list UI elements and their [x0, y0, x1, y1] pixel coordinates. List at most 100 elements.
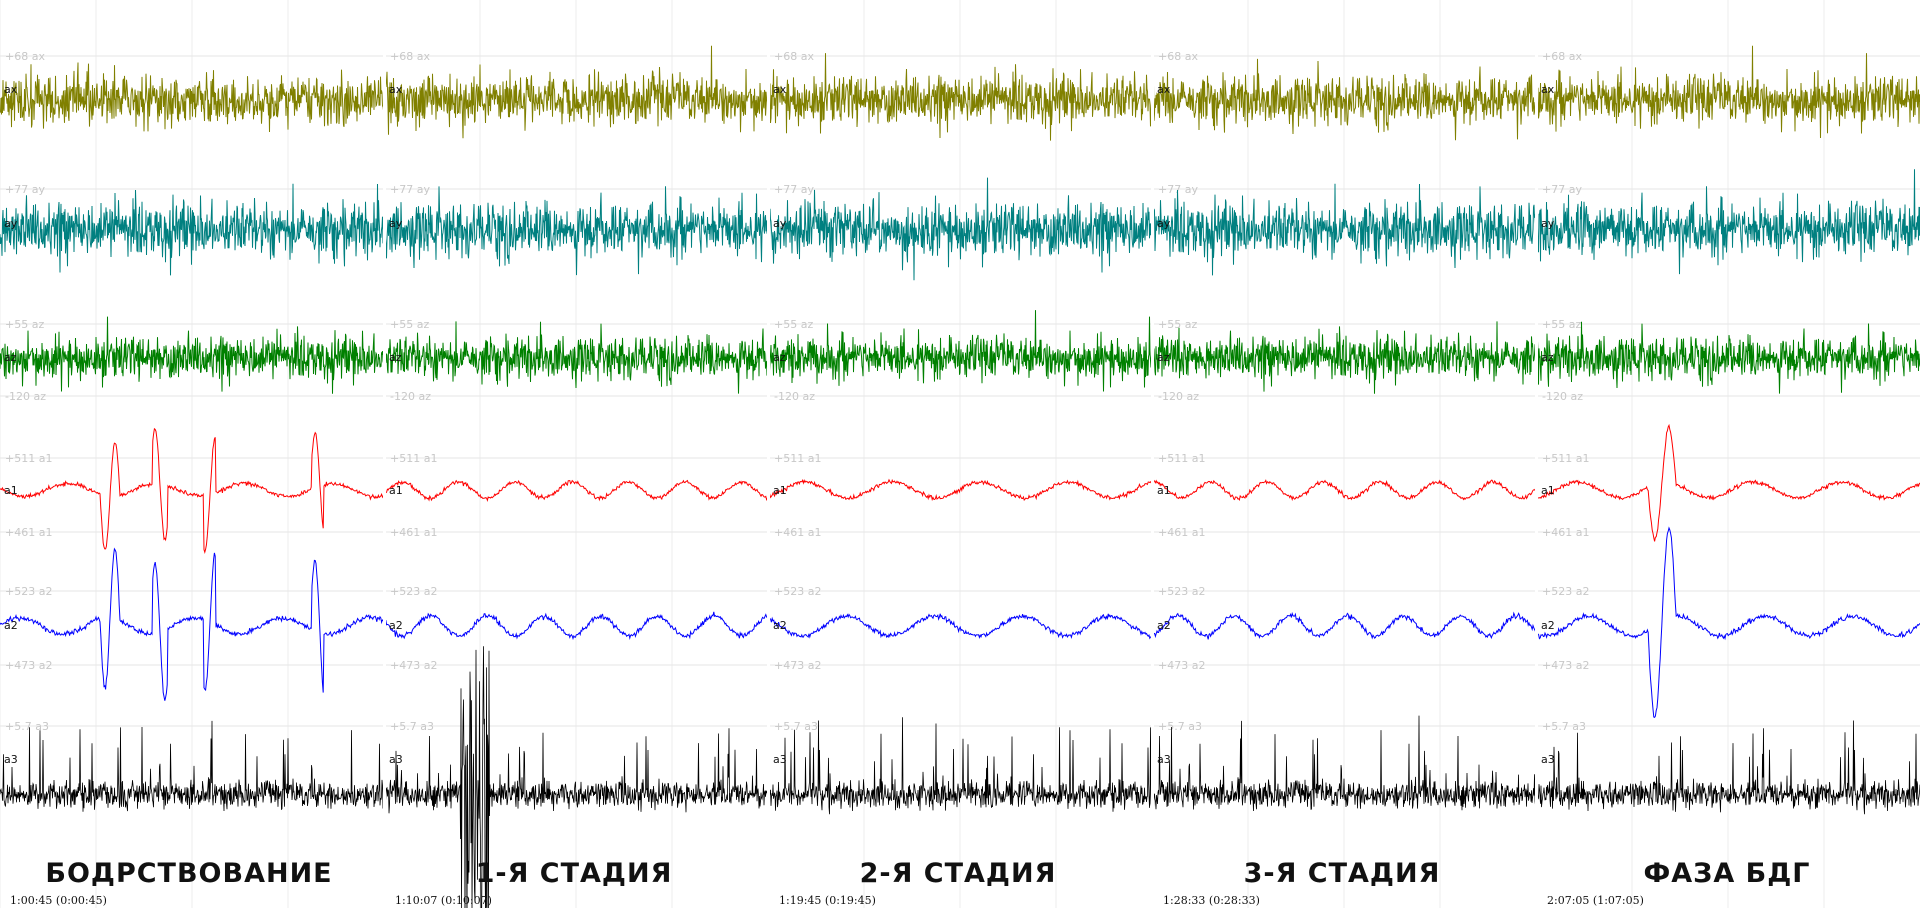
- channel-label: az: [389, 351, 402, 364]
- channel-scale-top-label: +68 ax: [1158, 50, 1198, 63]
- channel-scale-top-label: +68 ax: [1542, 50, 1582, 63]
- channel-label: a3: [4, 753, 18, 766]
- channel-scale-bottom-label: -120 az: [390, 390, 431, 403]
- channel-label: ay: [1157, 217, 1171, 230]
- channel-scale-bottom-label: -120 az: [774, 390, 815, 403]
- channel-label: ay: [4, 217, 18, 230]
- timestamp-label: 1:00:45 (0:00:45): [10, 894, 107, 907]
- stage-label: 2-Я СТАДИЯ: [860, 858, 1057, 889]
- trace-ay-panel-3: [768, 177, 1153, 281]
- channel-scale-top-label: +523 a2: [390, 585, 437, 598]
- trace-a1-panel-1: [0, 427, 384, 554]
- panel-separator: [1151, 0, 1154, 908]
- trace-ax-panel-2: [384, 45, 769, 139]
- channel-scale-top-label: +55 az: [5, 318, 44, 331]
- panel-separator: [767, 0, 770, 908]
- trace-ay-panel-5: [1536, 169, 1920, 275]
- stage-label: БОДРСТВОВАНИЕ: [45, 858, 332, 889]
- channel-scale-top-label: +55 az: [774, 318, 813, 331]
- stage-label: 1-Я СТАДИЯ: [476, 858, 673, 889]
- channel-scale-top-label: +55 az: [1158, 318, 1197, 331]
- trace-a3-panel-2: [384, 646, 769, 908]
- channel-scale-top-label: +511 a1: [774, 452, 821, 465]
- channel-scale-top-label: +5.7 a3: [774, 720, 818, 733]
- channel-label: a1: [1157, 484, 1171, 497]
- channel-label: ax: [773, 83, 787, 96]
- trace-az-panel-3: [768, 310, 1153, 392]
- channel-scale-top-label: +77 ay: [774, 183, 814, 196]
- stage-label: 3-Я СТАДИЯ: [1244, 858, 1441, 889]
- trace-ax-panel-3: [768, 53, 1153, 141]
- channel-scale-bottom-label: -120 az: [1158, 390, 1199, 403]
- channel-scale-top-label: +77 ay: [390, 183, 430, 196]
- channel-label: a2: [4, 619, 18, 632]
- trace-az-panel-4: [1152, 321, 1537, 394]
- channel-label: az: [1157, 351, 1170, 364]
- channel-scale-bottom-label: +473 a2: [390, 659, 437, 672]
- channel-label: a3: [1541, 753, 1555, 766]
- channel-scale-bottom-label: +461 a1: [1158, 526, 1205, 539]
- trace-a2-panel-3: [768, 613, 1153, 640]
- channel-scale-top-label: +523 a2: [1158, 585, 1205, 598]
- trace-a1-panel-2: [384, 479, 769, 502]
- channel-label: a2: [1157, 619, 1171, 632]
- trace-az-panel-1: [0, 316, 384, 394]
- channel-scale-top-label: +5.7 a3: [1158, 720, 1202, 733]
- channel-label: a2: [389, 619, 403, 632]
- timestamp-label: 1:28:33 (0:28:33): [1163, 894, 1260, 907]
- channel-scale-top-label: +511 a1: [1158, 452, 1205, 465]
- channel-scale-bottom-label: +473 a2: [5, 659, 52, 672]
- channel-scale-top-label: +511 a1: [5, 452, 52, 465]
- channel-scale-top-label: +77 ay: [1158, 183, 1198, 196]
- channel-scale-top-label: +77 ay: [5, 183, 45, 196]
- trace-ax-panel-1: [0, 62, 384, 133]
- trace-a1-panel-4: [1152, 479, 1537, 502]
- channel-label: a3: [773, 753, 787, 766]
- channel-scale-top-label: +68 ax: [5, 50, 45, 63]
- channel-label: a1: [4, 484, 18, 497]
- timestamp-label: 2:07:05 (1:07:05): [1547, 894, 1644, 907]
- channel-scale-top-label: +523 a2: [5, 585, 52, 598]
- trace-az-panel-5: [1536, 321, 1920, 394]
- channel-scale-top-label: +511 a1: [390, 452, 437, 465]
- panel-separator: [1535, 0, 1538, 908]
- channel-scale-top-label: +5.7 a3: [5, 720, 49, 733]
- channel-label: ax: [4, 83, 18, 96]
- channel-label: a1: [389, 484, 403, 497]
- channel-scale-top-label: +5.7 a3: [1542, 720, 1586, 733]
- trace-ax-panel-4: [1152, 58, 1537, 141]
- trace-a2-panel-1: [0, 547, 384, 701]
- channel-scale-bottom-label: +461 a1: [1542, 526, 1589, 539]
- channel-scale-top-label: +77 ay: [1542, 183, 1582, 196]
- channel-label: az: [4, 351, 17, 364]
- channel-scale-bottom-label: +461 a1: [774, 526, 821, 539]
- channel-scale-top-label: +68 ax: [390, 50, 430, 63]
- trace-a1-panel-5: [1537, 423, 1920, 542]
- channel-scale-bottom-label: +461 a1: [390, 526, 437, 539]
- trace-a2-panel-5: [1537, 526, 1920, 719]
- channel-label: ay: [389, 217, 403, 230]
- channel-label: a1: [1541, 484, 1555, 497]
- trace-a2-panel-4: [1152, 611, 1537, 640]
- channel-scale-bottom-label: -120 az: [1542, 390, 1583, 403]
- channel-scale-bottom-label: +473 a2: [774, 659, 821, 672]
- stage-label: ФАЗА БДГ: [1644, 858, 1811, 889]
- trace-ay-panel-4: [1152, 183, 1537, 276]
- channel-scale-top-label: +511 a1: [1542, 452, 1589, 465]
- channel-scale-labels: +68 ax +68 ax +68 ax +68 ax +68 ax +77 ay +77 …: [5, 50, 1589, 733]
- channel-label: ax: [1157, 83, 1171, 96]
- channel-labels: ax ax ax ax ax ay ay ay ay ay az az az az az a1 a1 a1 a1 a1…: [4, 83, 1555, 766]
- channel-label: ay: [773, 217, 787, 230]
- trace-a3-panel-5: [1536, 720, 1920, 815]
- trace-ay-panel-1: [0, 183, 384, 276]
- trace-ax-panel-5: [1536, 45, 1920, 139]
- channel-label: ay: [1541, 217, 1555, 230]
- channel-scale-bottom-label: +473 a2: [1542, 659, 1589, 672]
- channel-scale-bottom-label: +461 a1: [5, 526, 52, 539]
- timestamp-labels: 1:00:45 (0:00:45) 1:10:07 (0:10:07) 1:19:4…: [10, 894, 1644, 907]
- panel-separator: [383, 0, 386, 908]
- channel-label: az: [1541, 351, 1554, 364]
- channel-label: a2: [1541, 619, 1555, 632]
- trace-ay-panel-2: [384, 186, 769, 276]
